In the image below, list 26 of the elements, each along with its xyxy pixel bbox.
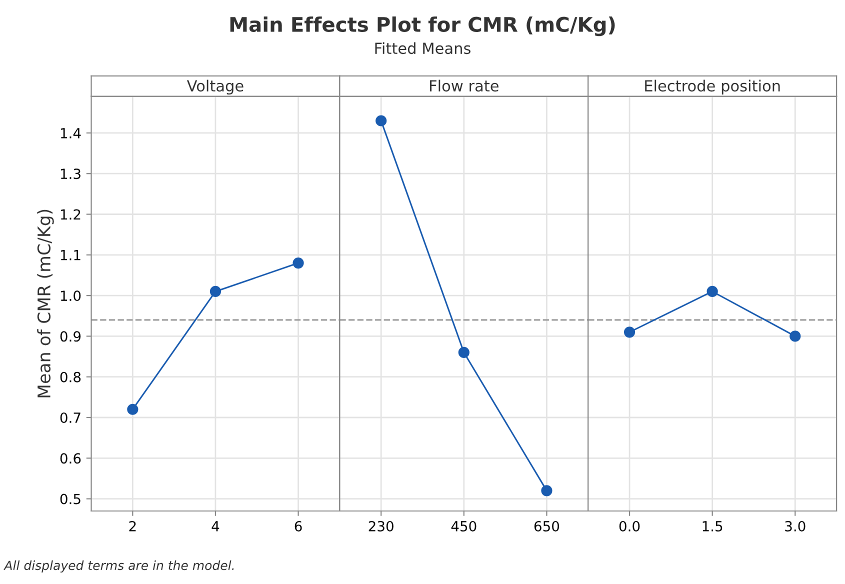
chart-title: Electrode position bbox=[645, 80, 780, 95]
y-tick-label: 1.4 bbox=[60, 128, 81, 138]
text: Main Effects Plot for CMR (mC/Kg) bbox=[230, 16, 615, 36]
text: All displayed terms are in the model. bbox=[4, 560, 234, 573]
x-tick-label: 6 bbox=[294, 520, 302, 532]
x-tick-label: 4 bbox=[212, 521, 220, 532]
y-tick-label: 0.8 bbox=[60, 372, 81, 382]
y-tick-label: 0.7 bbox=[60, 412, 80, 423]
chart-title: Voltage bbox=[186, 80, 244, 95]
y-tick-label: 0.6 bbox=[60, 453, 81, 464]
y-tick-label: 0.5 bbox=[60, 494, 80, 504]
x-tick-label: 230 bbox=[368, 520, 394, 532]
x-tick-label: 650 bbox=[534, 520, 560, 532]
y-tick-label: 0.9 bbox=[60, 331, 81, 342]
chart-title: Flow rate bbox=[430, 80, 498, 92]
x-tick-label: 3.0 bbox=[785, 520, 806, 532]
x-tick-label: 0.0 bbox=[619, 520, 640, 532]
x-tick-label: 450 bbox=[451, 520, 476, 532]
y-tick-label: 1.2 bbox=[60, 209, 80, 220]
text: Fitted Means bbox=[375, 42, 470, 54]
y-tick-label: 1.3 bbox=[60, 168, 80, 180]
x-tick-label: 1.5 bbox=[702, 521, 722, 532]
y-tick-label: 1.0 bbox=[60, 290, 81, 302]
y-tick-label: 1.1 bbox=[60, 250, 80, 260]
y-axis-title: Mean of CMR (mC/Kg) bbox=[37, 210, 54, 398]
x-tick-label: 2 bbox=[129, 520, 136, 532]
